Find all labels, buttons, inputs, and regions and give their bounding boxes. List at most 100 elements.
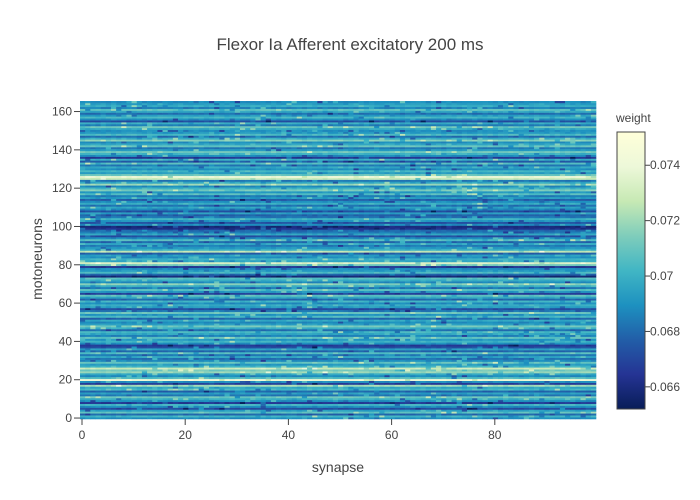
heatmap-cell	[219, 355, 225, 358]
heatmap-cell	[178, 369, 184, 372]
heatmap-cell	[518, 357, 525, 360]
heatmap-cell	[317, 357, 323, 360]
heatmap-cell	[472, 388, 478, 391]
heatmap-cell	[214, 359, 220, 362]
heatmap-cell	[167, 361, 174, 364]
heatmap-cell	[353, 403, 359, 406]
heatmap-cell	[559, 355, 566, 358]
heatmap-cell	[224, 340, 230, 343]
heatmap-cell	[229, 373, 236, 376]
heatmap-cell	[394, 409, 401, 412]
heatmap-cell	[425, 384, 432, 387]
heatmap-cell	[281, 353, 287, 357]
heatmap-cell	[446, 361, 452, 364]
heatmap-cell	[363, 363, 370, 366]
heatmap-cell	[121, 417, 127, 420]
heatmap-cell	[100, 405, 107, 408]
heatmap-cell	[379, 348, 385, 351]
heatmap-cell	[193, 384, 199, 387]
heatmap-cell	[121, 336, 127, 339]
heatmap-cell	[90, 384, 96, 387]
heatmap-cell	[580, 365, 586, 368]
heatmap-cell	[193, 334, 199, 337]
heatmap-cell	[343, 369, 349, 372]
heatmap-cell	[229, 392, 236, 395]
heatmap-cell	[528, 371, 535, 374]
heatmap-cell	[590, 350, 597, 353]
heatmap-cell	[291, 344, 298, 347]
heatmap-cell	[420, 357, 427, 360]
heatmap-cell	[446, 382, 452, 385]
heatmap-cell	[296, 409, 303, 412]
heatmap-cell	[172, 348, 179, 351]
heatmap-cell	[368, 359, 375, 362]
heatmap-cell	[343, 332, 349, 336]
heatmap-cell	[456, 403, 463, 406]
heatmap-cell	[358, 332, 365, 336]
heatmap-cell	[523, 330, 530, 334]
heatmap-cell	[451, 376, 457, 380]
heatmap-cell	[523, 390, 530, 393]
heatmap-cell	[172, 353, 179, 357]
heatmap-cell	[209, 336, 215, 339]
heatmap-cell	[255, 394, 261, 397]
heatmap-cell	[116, 371, 122, 374]
heatmap-cell	[544, 388, 550, 391]
heatmap-cell	[508, 334, 514, 337]
heatmap-cell	[296, 407, 303, 410]
heatmap-cell	[549, 332, 556, 336]
heatmap-cell	[477, 342, 483, 345]
heatmap-cell	[549, 348, 556, 351]
heatmap-cell	[178, 336, 184, 339]
heatmap-cell	[229, 417, 236, 420]
heatmap-cell	[198, 351, 205, 355]
heatmap-cell	[384, 392, 390, 395]
heatmap-cell	[224, 392, 230, 395]
heatmap-cell	[224, 357, 230, 360]
heatmap-cell	[384, 382, 390, 385]
heatmap-cell	[446, 397, 452, 401]
heatmap-cell	[338, 407, 344, 410]
heatmap-cell	[467, 373, 473, 376]
heatmap-cell	[384, 386, 390, 389]
heatmap-cell	[363, 374, 370, 378]
heatmap-cell	[368, 380, 375, 383]
heatmap-cell	[570, 390, 576, 393]
heatmap-cell	[219, 351, 225, 355]
heatmap-cell	[379, 346, 385, 349]
heatmap-cell	[198, 415, 205, 418]
heatmap-cell	[239, 415, 246, 418]
heatmap-cell	[343, 413, 349, 416]
heatmap-cell	[239, 334, 246, 337]
heatmap-cell	[239, 367, 246, 370]
heatmap-cell	[209, 407, 215, 410]
heatmap-cell	[590, 365, 597, 368]
heatmap-cell	[544, 376, 550, 380]
heatmap-cell	[554, 415, 561, 418]
heatmap-cell	[270, 328, 277, 332]
heatmap-cell	[178, 338, 184, 341]
heatmap-cell	[338, 392, 344, 395]
heatmap-cell	[327, 401, 334, 404]
heatmap-cell	[270, 386, 277, 389]
heatmap-cell	[178, 411, 184, 414]
heatmap-cell	[270, 323, 277, 326]
heatmap-cell	[214, 384, 220, 387]
heatmap-cell	[214, 373, 220, 376]
heatmap-cell	[451, 346, 457, 349]
heatmap-cell	[131, 342, 138, 345]
heatmap-cell	[116, 392, 122, 395]
heatmap-cell	[482, 342, 488, 345]
heatmap-cell	[116, 350, 122, 353]
heatmap-cell	[528, 332, 535, 336]
heatmap-cell	[554, 397, 561, 401]
heatmap-cell	[518, 384, 525, 387]
heatmap-cell	[523, 392, 530, 395]
heatmap-cell	[203, 403, 210, 406]
heatmap-cell	[312, 405, 318, 408]
heatmap-cell	[430, 325, 437, 328]
heatmap-cell	[214, 361, 220, 364]
heatmap-cell	[363, 413, 370, 416]
heatmap-cell	[219, 328, 225, 332]
heatmap-cell	[162, 323, 169, 326]
